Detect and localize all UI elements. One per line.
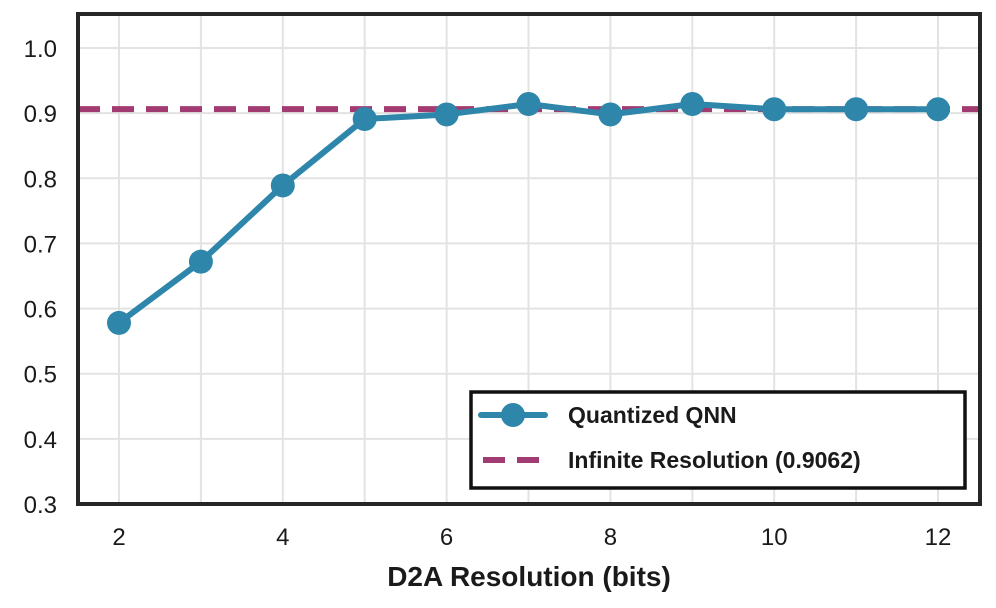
plot-frame xyxy=(76,12,982,506)
x-tick-label-8: 8 xyxy=(604,524,617,551)
data-point-6-bits xyxy=(434,102,459,127)
x-tick-label-2: 2 xyxy=(112,524,125,551)
data-point-3-bits xyxy=(188,249,213,274)
y-tick-label-0-4: 0.4 xyxy=(24,427,57,454)
y-tick-labels: 0.3 0.4 0.5 0.6 0.7 0.8 0.9 1.0 xyxy=(24,36,57,519)
data-point-11-bits xyxy=(844,97,869,122)
x-axis-title: D2A Resolution (bits) xyxy=(387,561,671,592)
x-tick-label-12: 12 xyxy=(925,524,952,551)
y-tick-label-0-3: 0.3 xyxy=(24,492,57,519)
data-point-5-bits xyxy=(352,107,377,132)
x-tick-labels: 2 4 6 8 10 12 xyxy=(112,524,951,551)
y-tick-label-0-5: 0.5 xyxy=(24,362,57,389)
legend-box xyxy=(469,390,967,490)
legend-marker-quantized xyxy=(501,403,525,427)
data-point-4-bits xyxy=(270,173,295,198)
legend-label-infinite: Infinite Resolution (0.9062) xyxy=(568,447,861,473)
series-layer xyxy=(107,92,950,335)
data-point-10-bits xyxy=(762,97,787,122)
y-tick-label-1: 1.0 xyxy=(24,36,57,63)
y-tick-label-0-9: 0.9 xyxy=(24,101,57,128)
legend: Quantized QNN Infinite Resolution (0.906… xyxy=(469,390,967,490)
data-point-12-bits xyxy=(926,97,950,122)
y-tick-label-0-6: 0.6 xyxy=(24,297,57,324)
data-point-7-bits xyxy=(516,92,541,117)
x-tick-label-10: 10 xyxy=(761,524,788,551)
data-point-2-bits xyxy=(107,310,131,335)
data-point-8-bits xyxy=(598,102,623,127)
x-tick-label-6: 6 xyxy=(440,524,453,551)
x-tick-label-4: 4 xyxy=(276,524,289,551)
y-tick-label-0-8: 0.8 xyxy=(24,166,57,193)
y-tick-label-0-7: 0.7 xyxy=(24,231,57,258)
data-point-9-bits xyxy=(680,92,705,117)
legend-label-quantized: Quantized QNN xyxy=(568,402,737,428)
